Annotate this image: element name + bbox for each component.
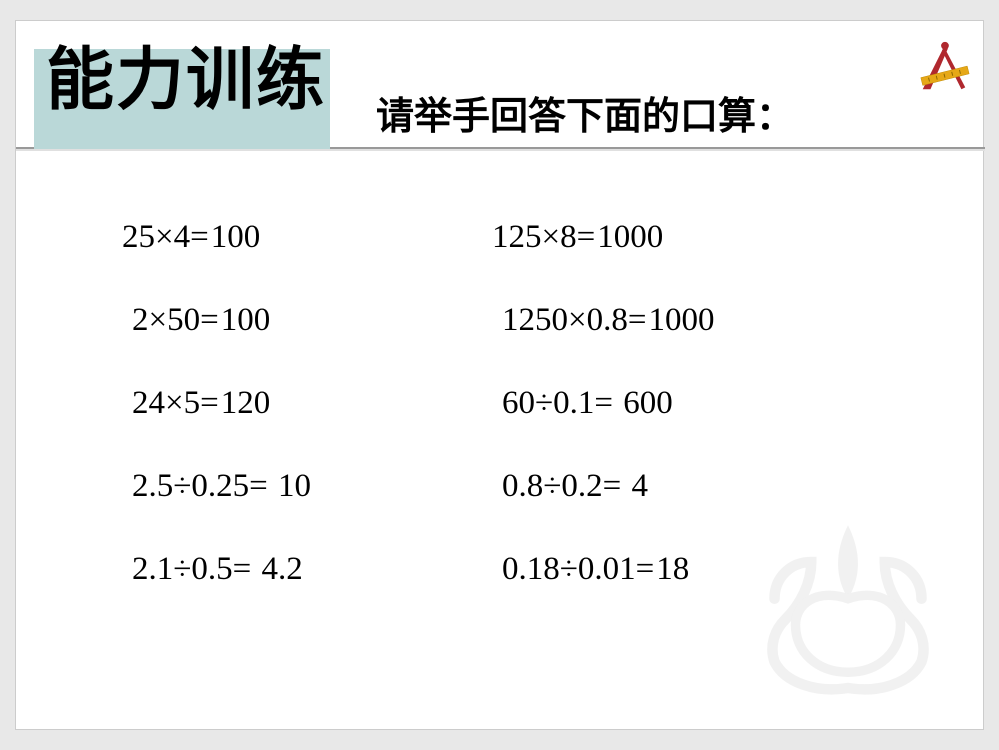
math-tools-icon <box>915 39 973 97</box>
slide-container: 能力训练 请举手回答下面的口算： 25×4=100 125×8=1000 2× <box>15 20 984 730</box>
equation-problem: 0.18÷0.01= <box>502 551 654 587</box>
equation-answer: 18 <box>656 551 689 587</box>
equation-answer: 4 <box>623 468 648 504</box>
equation-answer: 1000 <box>648 302 714 338</box>
equation-problem: 125×8= <box>492 219 595 255</box>
equation-answer: 4.2 <box>253 551 303 587</box>
equation-answer: 100 <box>221 302 271 338</box>
equation-row: 2.1÷0.5= 4.2 0.18÷0.01=18 <box>132 551 952 588</box>
equation-cell: 60÷0.1= 600 <box>502 385 952 422</box>
equations-grid: 25×4=100 125×8=1000 2×50=100 1250×0.8=10… <box>132 219 952 634</box>
equation-cell: 25×4=100 <box>122 219 492 256</box>
equation-answer: 600 <box>615 385 673 421</box>
equation-answer: 1000 <box>597 219 663 255</box>
equation-cell: 2×50=100 <box>132 302 502 339</box>
equation-problem: 1250×0.8= <box>502 302 646 338</box>
equation-problem: 60÷0.1= <box>502 385 613 421</box>
equation-row: 24×5=120 60÷0.1= 600 <box>132 385 952 422</box>
equation-answer: 120 <box>221 385 271 421</box>
equation-cell: 0.8÷0.2= 4 <box>502 468 952 505</box>
equation-cell: 2.5÷0.25= 10 <box>132 468 502 505</box>
equation-problem: 2×50= <box>132 302 219 338</box>
slide-subtitle: 请举手回答下面的口算： <box>376 85 794 140</box>
equation-cell: 0.18÷0.01=18 <box>502 551 952 588</box>
equation-row: 2×50=100 1250×0.8=1000 <box>132 302 952 339</box>
equation-problem: 24×5= <box>132 385 219 421</box>
equation-row: 2.5÷0.25= 10 0.8÷0.2= 4 <box>132 468 952 505</box>
equation-cell: 2.1÷0.5= 4.2 <box>132 551 502 588</box>
equation-row: 25×4=100 125×8=1000 <box>122 219 952 256</box>
equation-problem: 2.1÷0.5= <box>132 551 251 587</box>
slide-title: 能力训练 <box>46 41 326 119</box>
equation-cell: 1250×0.8=1000 <box>502 302 952 339</box>
equation-answer: 100 <box>211 219 261 255</box>
equation-cell: 24×5=120 <box>132 385 502 422</box>
equation-problem: 25×4= <box>122 219 209 255</box>
equation-problem: 2.5÷0.25= <box>132 468 268 504</box>
equation-problem: 0.8÷0.2= <box>502 468 621 504</box>
equation-answer: 10 <box>270 468 311 504</box>
equation-cell: 125×8=1000 <box>492 219 952 256</box>
